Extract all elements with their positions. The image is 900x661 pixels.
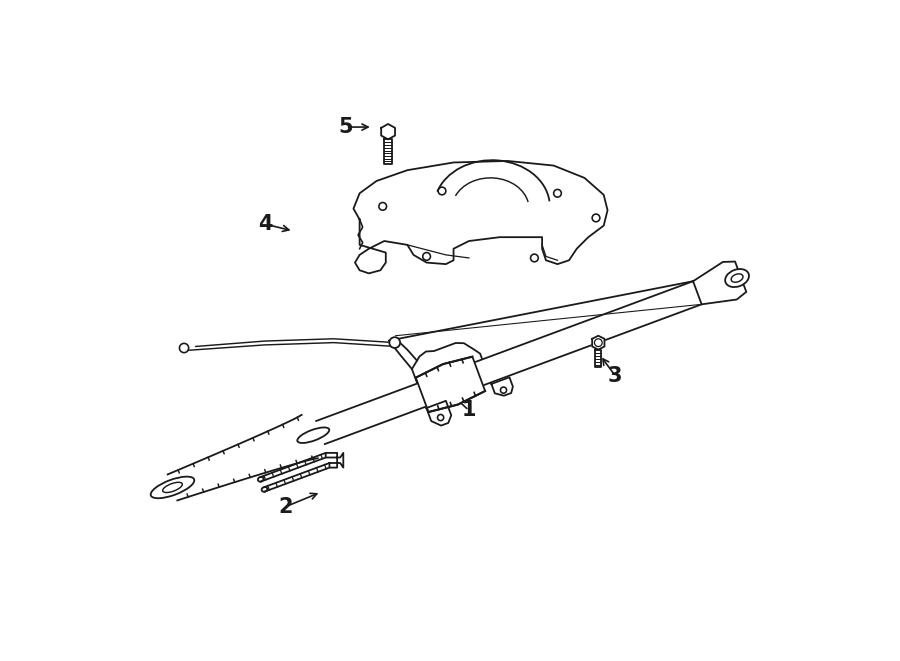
Polygon shape — [382, 124, 395, 139]
Polygon shape — [384, 139, 392, 164]
Text: 1: 1 — [462, 401, 476, 420]
Circle shape — [382, 126, 393, 137]
Polygon shape — [491, 377, 513, 396]
Text: 4: 4 — [257, 214, 272, 234]
Polygon shape — [326, 453, 343, 467]
Circle shape — [390, 337, 400, 348]
Ellipse shape — [297, 428, 329, 443]
Polygon shape — [693, 262, 746, 304]
Polygon shape — [427, 401, 451, 426]
Polygon shape — [416, 357, 485, 412]
Ellipse shape — [150, 477, 194, 498]
Polygon shape — [595, 350, 601, 368]
Text: 3: 3 — [608, 366, 623, 386]
Text: 2: 2 — [278, 496, 293, 517]
Ellipse shape — [725, 269, 749, 287]
Polygon shape — [592, 336, 605, 350]
Polygon shape — [354, 161, 608, 274]
Text: 5: 5 — [338, 117, 353, 137]
